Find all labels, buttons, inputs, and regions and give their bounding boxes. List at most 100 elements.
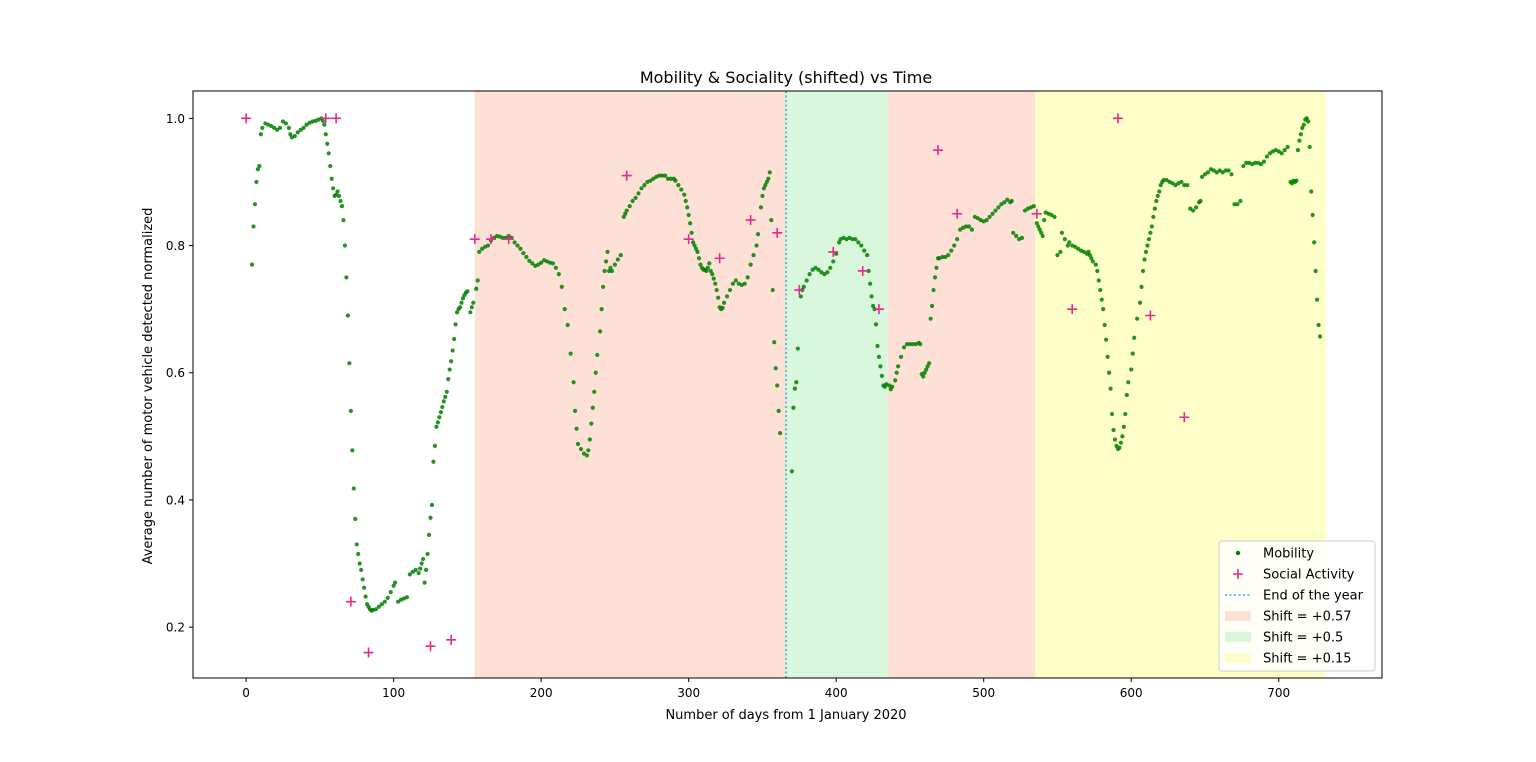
mobility-point-340	[993, 208, 998, 213]
mobility-point-224	[720, 305, 725, 310]
mobility-point-80	[418, 566, 423, 571]
mobility-point-383	[1096, 278, 1101, 283]
mobility-point-58	[363, 594, 368, 599]
mobility-point-288	[875, 343, 880, 349]
mobility-point-267	[825, 270, 830, 275]
legend-label: Shift = +0.5	[1263, 631, 1343, 646]
mobility-point-113	[468, 310, 473, 315]
mobility-point-327	[955, 237, 960, 242]
mobility-point-164	[598, 329, 603, 334]
mobility-point-246	[770, 287, 775, 293]
mobility-point-413	[1145, 243, 1150, 248]
mobility-point-49	[350, 448, 355, 453]
mobility-point-234	[748, 262, 753, 267]
mobility-point-101	[449, 359, 454, 364]
mobility-point-379	[1089, 256, 1094, 261]
mobility-point-109	[460, 296, 466, 301]
legend-patch-5	[1225, 653, 1251, 663]
mobility-point-251	[778, 431, 783, 436]
legend-mobility-marker	[1235, 550, 1241, 556]
legend: Mobility Social Activity End of the year Sh…	[1218, 540, 1376, 672]
mobility-point-254	[792, 386, 797, 391]
mobility-point-52	[354, 542, 359, 547]
mobility-point-227	[727, 287, 733, 293]
mobility-point-392	[1109, 411, 1115, 417]
mobility-point-33	[326, 151, 331, 156]
social-activity-point-18	[873, 304, 884, 315]
mobility-point-339	[990, 211, 995, 216]
mobility-point-250	[776, 408, 781, 413]
mobility-point-319	[934, 265, 939, 270]
mobility-point-131	[515, 243, 520, 248]
mobility-point-162	[593, 370, 598, 375]
mobility-point-17	[288, 132, 293, 137]
mobility-point-112	[465, 289, 470, 294]
mobility-point-252	[789, 469, 795, 474]
mobility-point-2	[252, 202, 258, 207]
mobility-point-1	[251, 224, 256, 229]
mobility-point-386	[1101, 307, 1106, 312]
mobility-point-99	[446, 376, 451, 382]
mobility-point-218	[711, 276, 716, 281]
mobility-point-103	[452, 336, 457, 342]
mobility-point-20	[295, 130, 300, 135]
x-tick-label: 600	[1120, 686, 1143, 700]
mobility-point-85	[425, 551, 430, 557]
mobility-point-97	[443, 394, 448, 400]
mobility-point-45	[344, 275, 349, 280]
social-activity-point-1	[320, 113, 331, 124]
mobility-point-297	[890, 384, 895, 389]
social-activity-point-22	[1067, 304, 1078, 315]
mobility-point-301	[898, 354, 904, 359]
mobility-point-117	[475, 278, 480, 283]
mobility-point-365	[1055, 252, 1060, 258]
mobility-point-332	[969, 227, 974, 232]
mobility-point-159	[589, 421, 594, 426]
mobility-point-453	[1244, 160, 1249, 165]
mobility-point-134	[524, 254, 529, 260]
mobility-point-473	[1295, 148, 1301, 153]
mobility-point-172	[609, 268, 615, 274]
shaded-regions	[474, 91, 1326, 678]
social-activity-point-6	[446, 634, 457, 645]
mobility-point-133	[521, 251, 526, 256]
mobility-point-4	[255, 167, 261, 172]
mobility-point-417	[1151, 214, 1156, 220]
mobility-point-216	[708, 268, 713, 274]
mobility-point-177	[623, 211, 628, 216]
mobility-point-247	[772, 340, 777, 345]
mobility-point-289	[876, 354, 882, 359]
mobility-point-76	[407, 572, 412, 577]
mobility-point-377	[1086, 249, 1091, 255]
mobility-point-207	[695, 249, 700, 255]
mobility-point-460	[1264, 154, 1270, 159]
mobility-point-203	[689, 230, 694, 235]
x-axis-label: Number of days from 1 January 2020	[665, 708, 906, 723]
mobility-point-93	[437, 415, 442, 420]
mobility-point-6	[258, 132, 263, 137]
mobility-point-285	[870, 303, 876, 309]
mobility-point-402	[1124, 392, 1129, 398]
mobility-point-92	[435, 420, 440, 425]
social-activity-point-3	[345, 596, 356, 607]
social-activity-point-5	[425, 641, 436, 652]
mobility-point-64	[373, 607, 379, 612]
mobility-point-260	[804, 278, 809, 283]
mobility-point-146	[559, 284, 564, 289]
mobility-point-366	[1058, 249, 1063, 255]
legend-patch-4	[1225, 632, 1251, 642]
mobility-point-284	[869, 294, 874, 299]
mobility-point-466	[1282, 148, 1287, 153]
mobility-point-488	[1317, 334, 1323, 339]
mobility-point-94	[438, 410, 443, 415]
x-tick-label: 500	[972, 686, 995, 700]
y-tick-label: 0.4	[166, 493, 185, 507]
x-tick-label: 400	[825, 686, 848, 700]
mobility-point-42	[339, 204, 345, 209]
mobility-point-81	[419, 561, 424, 566]
mobility-point-241	[763, 183, 768, 188]
mobility-point-337	[984, 218, 989, 223]
mobility-point-144	[553, 265, 558, 270]
social-activity-point-4	[363, 647, 374, 658]
